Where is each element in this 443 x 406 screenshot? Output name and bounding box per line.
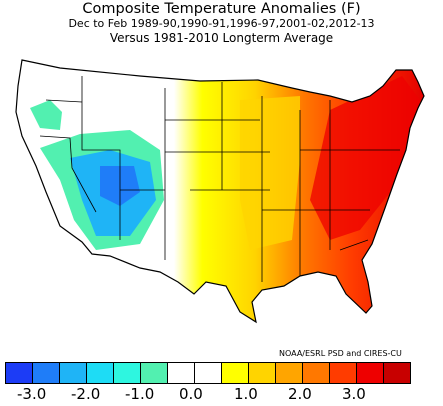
colorbar-tick-label: -3.0: [17, 385, 47, 403]
border-ga-fl: [339, 239, 369, 251]
border-wa-or: [45, 99, 83, 103]
mississippi-valley-warm-zone: [240, 96, 300, 250]
colorbar-tick-labels: -3.0 -2.0 -1.0 0.0 1.0 2.0 3.0: [0, 385, 443, 405]
colorbar-tick-label: -2.0: [71, 385, 101, 403]
map-subtitle: Dec to Feb 1989-90,1990-91,1996-97,2001-…: [68, 17, 375, 30]
colorbar-segment: [275, 363, 302, 383]
colorbar-segment: [356, 363, 383, 383]
border-ca-nv: [39, 135, 97, 213]
anomaly-colorbar: [5, 362, 411, 384]
colorbar-segment: [383, 363, 410, 383]
us-anomaly-map: [15, 59, 425, 324]
colorbar-segment: [248, 363, 275, 383]
map-comparison: Versus 1981-2010 Longterm Average: [109, 31, 334, 45]
colorbar-segment: [221, 363, 248, 383]
colorbar-segment: [6, 363, 32, 383]
colorbar-segment: [140, 363, 167, 383]
colorbar-segment: [32, 363, 59, 383]
colorbar-segment: [113, 363, 140, 383]
border-nv-ut-az: [81, 76, 121, 240]
colorbar-segment: [194, 363, 221, 383]
colorbar-tick-label: 2.0: [288, 385, 312, 403]
pacific-nw-cool-zone: [30, 100, 62, 130]
colorbar-tick-label: 0.0: [179, 385, 203, 403]
colorbar-segment: [329, 363, 356, 383]
colorbar-tick-label: -1.0: [125, 385, 155, 403]
colorbar-segment: [86, 363, 113, 383]
map-title: Composite Temperature Anomalies (F): [82, 1, 361, 17]
colorbar-segment: [167, 363, 194, 383]
northeast-hot-zone: [310, 76, 420, 240]
us-outline: [15, 59, 425, 324]
colorbar-tick-label: 1.0: [234, 385, 258, 403]
colorbar-tick-label: 3.0: [342, 385, 366, 403]
colorbar-segment: [302, 363, 329, 383]
colorbar-segment: [59, 363, 86, 383]
data-credit: NOAA/ESRL PSD and CIRES-CU: [279, 349, 402, 358]
state-borders: [39, 76, 400, 282]
